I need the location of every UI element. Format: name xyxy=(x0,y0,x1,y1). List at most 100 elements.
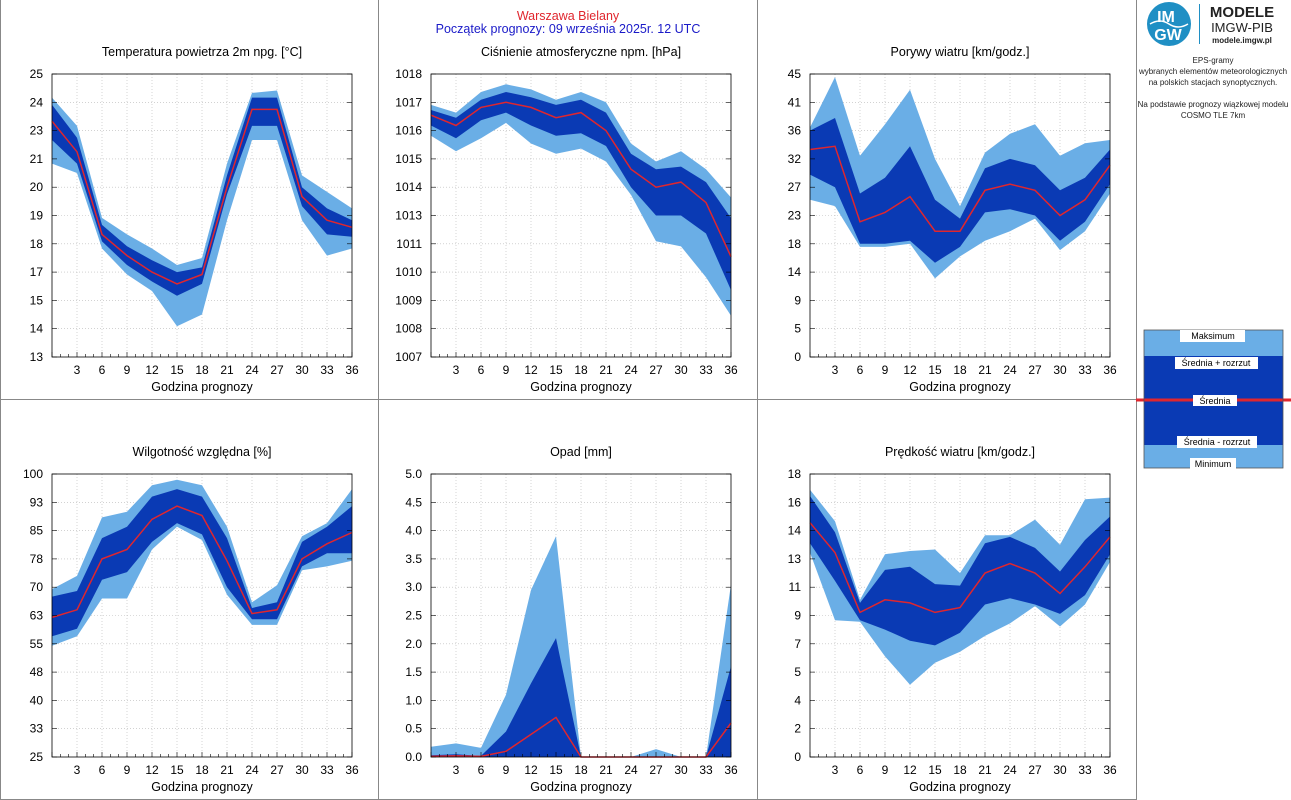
x-tick-label: 27 xyxy=(649,363,663,377)
x-tick-label: 36 xyxy=(724,763,738,777)
chart-precipitation: Opad [mm] 0.0 0.5 1.0 1.5 2.0 2.5 3.0 3.5 4.0 4.5 5… xyxy=(405,445,738,794)
y-tick-label: 0 xyxy=(794,750,801,764)
y-tick-label: 100 xyxy=(23,467,43,481)
x-axis-label: Godzina prognozy xyxy=(530,780,632,794)
x-tick-label: 24 xyxy=(624,763,638,777)
y-tick-label: 1018 xyxy=(395,67,422,81)
y-tick-label: 11 xyxy=(789,580,802,594)
x-tick-label: 27 xyxy=(1028,363,1042,377)
y-tick-label: 15 xyxy=(30,293,44,307)
y-tick-label: 36 xyxy=(788,124,802,138)
y-tick-label: 1017 xyxy=(395,95,422,109)
x-tick-label: 21 xyxy=(978,363,992,377)
y-tick-label: 4.5 xyxy=(405,495,422,509)
y-tick-label: 2.5 xyxy=(405,609,422,623)
x-tick-label: 15 xyxy=(170,763,184,777)
x-tick-label: 33 xyxy=(1078,763,1092,777)
y-tick-label: 16 xyxy=(788,495,802,509)
x-tick-label: 27 xyxy=(649,763,663,777)
y-tick-label: 45 xyxy=(788,67,802,81)
range-band-min-max xyxy=(52,90,352,327)
x-axis-label: Godzina prognozy xyxy=(909,780,1011,794)
legend: Maksimum Średnia + rozrzut Średnia Średn… xyxy=(1136,329,1291,469)
x-tick-label: 3 xyxy=(832,363,839,377)
y-tick-label: 13 xyxy=(30,350,44,364)
x-tick-label: 3 xyxy=(74,363,81,377)
x-tick-label: 15 xyxy=(928,363,942,377)
x-tick-label: 30 xyxy=(1053,363,1067,377)
x-tick-label: 9 xyxy=(503,763,510,777)
y-tick-label: 2.0 xyxy=(405,637,422,651)
x-tick-label: 12 xyxy=(524,363,538,377)
y-tick-label: 63 xyxy=(30,609,44,623)
x-tick-label: 18 xyxy=(195,763,209,777)
y-tick-label: 24 xyxy=(30,95,44,109)
y-tick-label: 18 xyxy=(30,237,44,251)
x-axis-label: Godzina prognozy xyxy=(151,780,253,794)
legend-mean-label: Średnia xyxy=(1199,395,1230,406)
x-tick-label: 9 xyxy=(503,363,510,377)
y-tick-label: 78 xyxy=(30,552,44,566)
x-tick-label: 21 xyxy=(220,763,234,777)
y-tick-label: 48 xyxy=(30,665,44,679)
range-band-spread xyxy=(52,489,352,637)
y-tick-label: 21 xyxy=(30,152,44,166)
x-tick-label: 9 xyxy=(882,363,889,377)
y-tick-label: 1014 xyxy=(395,180,422,194)
y-tick-label: 85 xyxy=(30,524,44,538)
y-tick-label: 0 xyxy=(794,350,801,364)
info-text: EPS-gramy wybranych elementów meteorolog… xyxy=(1138,56,1289,120)
y-tick-label: 55 xyxy=(30,637,44,651)
x-tick-label: 12 xyxy=(145,363,159,377)
x-tick-label: 30 xyxy=(674,363,688,377)
x-tick-label: 33 xyxy=(320,363,334,377)
chart-title: Opad [mm] xyxy=(550,445,612,459)
range-band-spread xyxy=(431,92,731,291)
info-line: COSMO TLE 7km xyxy=(1181,111,1246,120)
x-tick-label: 36 xyxy=(345,763,359,777)
info-line: Na podstawie prognozy wiązkowej modelu xyxy=(1138,100,1289,109)
x-tick-label: 3 xyxy=(453,363,460,377)
mean-line xyxy=(809,522,1111,614)
x-tick-label: 30 xyxy=(1053,763,1067,777)
y-tick-label: 13 xyxy=(788,552,802,566)
y-tick-label: 1008 xyxy=(395,322,422,336)
x-tick-label: 3 xyxy=(832,763,839,777)
x-tick-label: 33 xyxy=(1078,363,1092,377)
y-tick-label: 70 xyxy=(30,580,44,594)
y-tick-label: 4 xyxy=(794,693,801,707)
info-line: EPS-gramy xyxy=(1193,56,1234,65)
station-name: Warszawa Bielany xyxy=(517,9,620,23)
minor-ticks xyxy=(430,73,732,358)
y-tick-label: 14 xyxy=(788,524,802,538)
x-tick-label: 21 xyxy=(978,763,992,777)
chart-wind-gusts: Porywy wiatru [km/godz.]0591418232732364… xyxy=(788,45,1117,394)
x-tick-label: 36 xyxy=(345,363,359,377)
y-tick-label: 25 xyxy=(30,750,44,764)
info-line: na polskich stacjach synoptycznych. xyxy=(1149,78,1278,87)
y-tick-label: 1.5 xyxy=(405,665,422,679)
y-tick-label: 1010 xyxy=(395,265,422,279)
y-tick-label: 1.0 xyxy=(405,693,422,707)
x-tick-label: 36 xyxy=(1103,363,1117,377)
x-tick-label: 33 xyxy=(320,763,334,777)
chart-wind-speed: Prędkość wiatru [km/godz.]02457911131416… xyxy=(788,445,1117,794)
x-tick-label: 36 xyxy=(1103,763,1117,777)
y-tick-label: 17 xyxy=(30,265,44,279)
mean-line xyxy=(430,101,732,258)
y-tick-label: 3.5 xyxy=(405,552,422,566)
x-tick-label: 9 xyxy=(124,363,131,377)
y-tick-label: 18 xyxy=(788,467,802,481)
mean-line xyxy=(51,108,353,285)
y-tick-label: 32 xyxy=(788,152,802,166)
minor-ticks xyxy=(809,73,1111,358)
x-tick-label: 36 xyxy=(724,363,738,377)
imgw-logo[interactable]: IM GW MODELE IMGW-PIB modele.imgw.pl xyxy=(1147,2,1274,46)
x-tick-label: 18 xyxy=(574,363,588,377)
x-tick-label: 27 xyxy=(270,363,284,377)
x-tick-label: 12 xyxy=(903,763,917,777)
range-band-spread xyxy=(810,496,1110,646)
x-axis-label: Godzina prognozy xyxy=(530,380,632,394)
legend-minus-label: Średnia - rozrzut xyxy=(1184,436,1251,447)
